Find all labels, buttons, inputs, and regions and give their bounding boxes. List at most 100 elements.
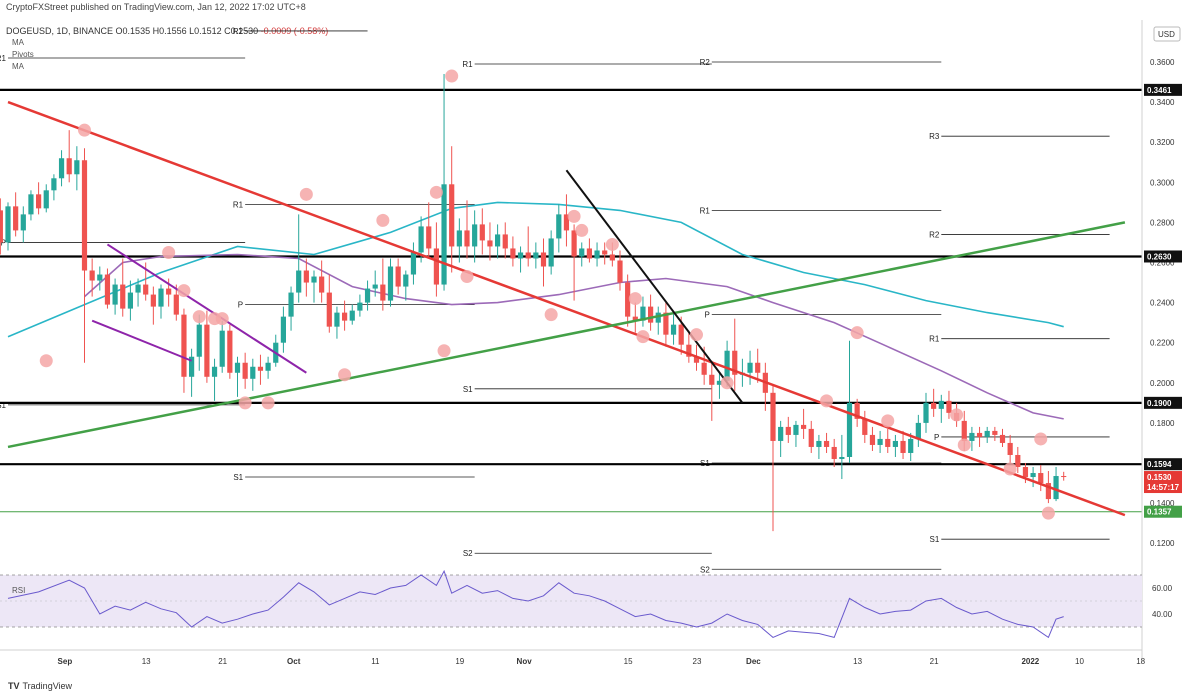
candle-body bbox=[250, 366, 256, 379]
candle-body bbox=[579, 248, 585, 257]
y-tick-label: 0.3000 bbox=[1150, 178, 1175, 187]
main-plot: R2R1PS1R1PS1S2R1S1S2R2R1PS1S2R3R2R1PS1 bbox=[0, 27, 1142, 574]
candle-body bbox=[609, 254, 615, 261]
price-label-box bbox=[1144, 505, 1182, 518]
pivot-label-r1: R1 bbox=[233, 200, 244, 209]
pivot-label-r1: R1 bbox=[462, 60, 473, 69]
candle-body bbox=[342, 312, 348, 321]
candle-body bbox=[693, 356, 700, 363]
candle-body bbox=[364, 288, 371, 303]
marker-dot bbox=[445, 69, 459, 83]
candle-body bbox=[801, 424, 807, 429]
marker-dot bbox=[376, 213, 390, 227]
candle-body bbox=[540, 252, 547, 267]
indicator-label-ma[interactable]: MA bbox=[12, 38, 24, 47]
candle-body bbox=[1053, 476, 1059, 500]
marker-dot bbox=[720, 376, 734, 390]
candle-body bbox=[892, 440, 898, 447]
candle-body bbox=[257, 366, 264, 371]
price-label-box bbox=[1144, 458, 1182, 471]
candle-body bbox=[456, 230, 462, 247]
candle-body bbox=[732, 350, 738, 375]
x-tick-label: Dec bbox=[746, 657, 761, 666]
candle-body bbox=[563, 214, 570, 231]
pivot-label-r1: R1 bbox=[929, 335, 940, 344]
marker-dot bbox=[429, 185, 443, 199]
candle-body bbox=[548, 238, 554, 267]
y-tick-label: 0.3600 bbox=[1150, 58, 1175, 67]
candle-body bbox=[173, 294, 179, 315]
candle-body bbox=[395, 266, 401, 287]
y-tick-label: 0.1200 bbox=[1150, 539, 1175, 548]
candle-body bbox=[1030, 473, 1036, 478]
candle-body bbox=[280, 316, 286, 343]
pivot-label-s1: S1 bbox=[0, 401, 7, 410]
candle-body bbox=[602, 250, 608, 255]
candle-body bbox=[931, 402, 937, 409]
candle-body bbox=[655, 312, 661, 323]
y-tick-label: 0.2400 bbox=[1150, 299, 1175, 308]
candle-body bbox=[418, 226, 424, 253]
x-tick-label: 10 bbox=[1075, 657, 1084, 666]
candle-body bbox=[617, 260, 623, 283]
trendline-green bbox=[7, 221, 1126, 449]
candle-body bbox=[81, 160, 88, 271]
price-label-text: 0.1530 bbox=[1147, 473, 1172, 482]
marker-dot bbox=[39, 354, 53, 368]
pivot-label-r2: R2 bbox=[233, 27, 244, 36]
candle-body bbox=[915, 422, 921, 439]
pivot-label-r3: R3 bbox=[929, 132, 940, 141]
candle-body bbox=[479, 224, 485, 241]
x-tick-label: Nov bbox=[517, 657, 533, 666]
marker-dot bbox=[177, 284, 191, 298]
tradingview-brand: TradingView bbox=[22, 681, 73, 691]
marker-dot bbox=[567, 209, 581, 223]
pivot-label-s1: S1 bbox=[463, 385, 473, 394]
x-tick-label: Sep bbox=[58, 657, 73, 666]
x-tick-label: 18 bbox=[1136, 657, 1145, 666]
marker-dot bbox=[1041, 506, 1055, 520]
candle-body bbox=[51, 178, 57, 191]
x-tick-label: 19 bbox=[455, 657, 464, 666]
pivot-label-r1: R1 bbox=[0, 54, 7, 63]
price-label-box bbox=[1144, 250, 1182, 263]
candle-body bbox=[900, 440, 906, 453]
candle-body bbox=[586, 248, 592, 259]
price-label-text: 0.1900 bbox=[1147, 399, 1172, 408]
candle-body bbox=[877, 438, 883, 445]
rsi-tick-label: 40.00 bbox=[1152, 610, 1173, 619]
candle-body bbox=[334, 312, 340, 327]
x-tick-label: 15 bbox=[624, 657, 633, 666]
price-label-text: 0.1594 bbox=[1147, 460, 1172, 469]
y-tick-label: 0.1800 bbox=[1150, 419, 1175, 428]
marker-dot bbox=[628, 292, 642, 306]
candle-body bbox=[372, 284, 378, 289]
candle-body bbox=[747, 362, 753, 373]
candle-body bbox=[150, 294, 156, 307]
candle-body bbox=[5, 206, 11, 243]
price-label-box bbox=[1144, 83, 1182, 96]
currency-box bbox=[1153, 26, 1181, 42]
candle-body bbox=[303, 270, 309, 283]
candle-body bbox=[112, 284, 118, 305]
indicator-label-pivots[interactable]: Pivots bbox=[12, 50, 34, 59]
indicator-label-ma-2[interactable]: MA bbox=[12, 62, 24, 71]
ohlc-values: O0.1535 H0.1556 L0.1512 C0.1530 bbox=[115, 26, 259, 36]
candle-body bbox=[1038, 473, 1044, 484]
pivot-label-p: P bbox=[238, 301, 243, 310]
y-tick-label: 0.3400 bbox=[1150, 98, 1175, 107]
publisher-line: CryptoFXStreet published on TradingView.… bbox=[6, 2, 306, 12]
candle-body bbox=[571, 230, 577, 257]
candle-body bbox=[349, 310, 355, 321]
candle-body bbox=[219, 330, 225, 367]
currency-label: USD bbox=[1158, 30, 1175, 39]
marker-dot bbox=[957, 438, 971, 452]
tradingview-logo: TV TradingView bbox=[8, 681, 73, 691]
price-label-text: 0.2630 bbox=[1147, 252, 1172, 261]
price-label-box bbox=[1144, 471, 1182, 484]
candle-body bbox=[449, 184, 455, 247]
candle-body bbox=[433, 248, 439, 285]
candle-body bbox=[839, 456, 845, 459]
candle-body bbox=[976, 432, 983, 437]
